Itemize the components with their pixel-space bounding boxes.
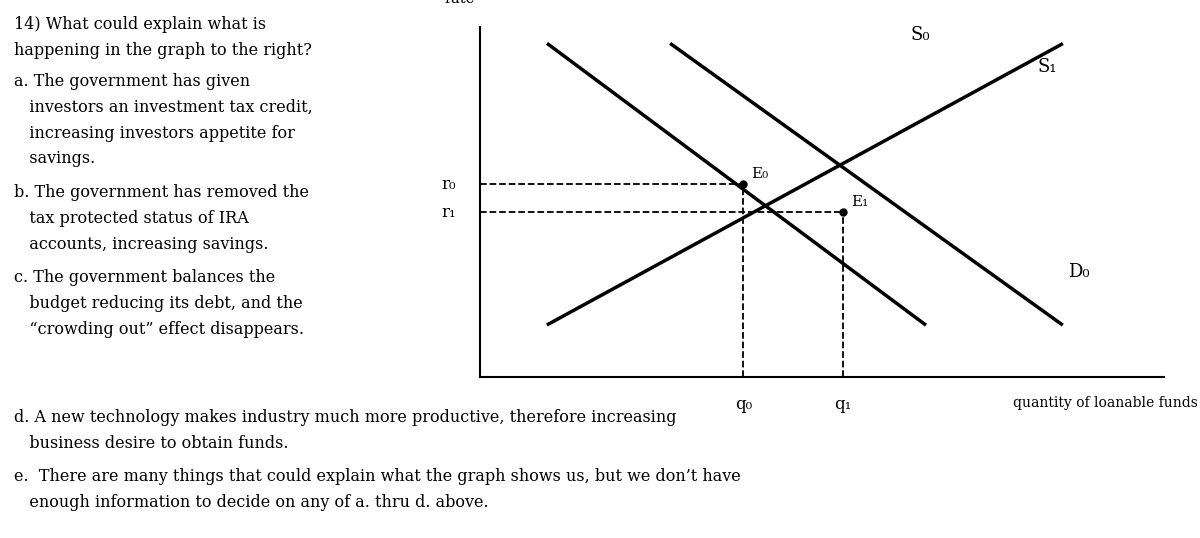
Text: q₀: q₀ [734,396,752,413]
Text: quantity of loanable funds: quantity of loanable funds [1013,396,1198,410]
Text: E₁: E₁ [851,195,868,209]
Text: increasing investors appetite for: increasing investors appetite for [14,125,295,141]
Text: E₀: E₀ [751,167,769,181]
Text: r₀: r₀ [442,176,456,193]
Text: 14) What could explain what is: 14) What could explain what is [14,16,266,33]
Text: budget reducing its debt, and the: budget reducing its debt, and the [14,295,304,312]
Text: d. A new technology makes industry much more productive, therefore increasing: d. A new technology makes industry much … [14,409,677,426]
Text: c. The government balances the: c. The government balances the [14,269,276,286]
Text: enough information to decide on any of a. thru d. above.: enough information to decide on any of a… [14,494,490,511]
Text: a. The government has given: a. The government has given [14,73,251,90]
Text: investors an investment tax credit,: investors an investment tax credit, [14,99,313,116]
Text: tax protected status of IRA: tax protected status of IRA [14,210,250,227]
Text: savings.: savings. [14,151,96,167]
Text: q₁: q₁ [834,396,851,413]
Text: business desire to obtain funds.: business desire to obtain funds. [14,435,289,452]
Text: S₁: S₁ [1038,58,1057,76]
Text: e.  There are many things that could explain what the graph shows us, but we don: e. There are many things that could expl… [14,468,742,485]
Text: happening in the graph to the right?: happening in the graph to the right? [14,42,312,59]
Text: “crowding out” effect disappears.: “crowding out” effect disappears. [14,321,305,338]
Text: interest
rate: interest rate [431,0,488,6]
Text: b. The government has removed the: b. The government has removed the [14,184,310,201]
Text: r₁: r₁ [442,204,456,221]
Text: S₀: S₀ [911,26,930,45]
Text: D₀: D₀ [1068,263,1090,281]
Text: accounts, increasing savings.: accounts, increasing savings. [14,236,269,253]
